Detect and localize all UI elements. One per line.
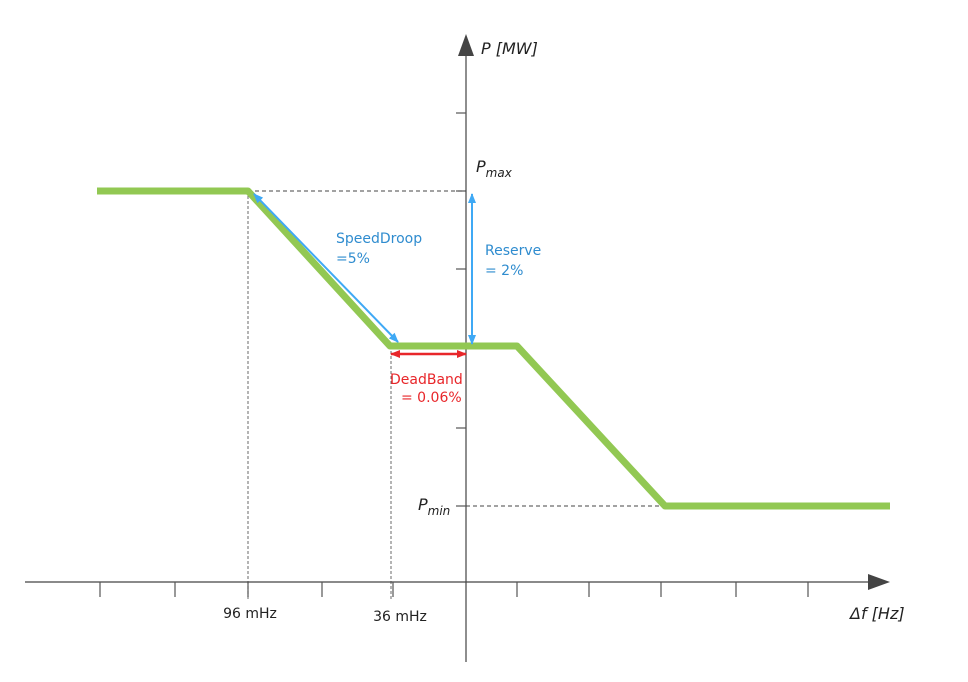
subscript: max [486, 166, 513, 180]
x-mark-label: 36 mHz [373, 609, 427, 625]
droop-value: =5% [336, 251, 370, 267]
pmin-label: Pmin [418, 495, 450, 518]
x-arrow [868, 574, 890, 590]
droop-curve [97, 187, 890, 510]
pmax-label: Pmax [476, 157, 513, 180]
reserve-name: Reserve [485, 243, 541, 259]
symbol: P [476, 157, 486, 176]
droop-name: SpeedDroop [336, 231, 422, 247]
guides [247, 190, 665, 600]
x-axis-label: Δf [Hz] [848, 604, 905, 623]
reserve-value: = 2% [485, 263, 523, 279]
y-axis-label: P [MW] [481, 39, 538, 58]
subscript: min [428, 504, 451, 518]
y-arrow [458, 34, 474, 56]
x-ticks [99, 582, 809, 597]
droop-arrow [253, 193, 399, 343]
y-ticks [456, 112, 466, 507]
x-mark-label: 96 mHz [223, 606, 277, 622]
deadband-value: = 0.06% [401, 390, 462, 406]
symbol: P [418, 495, 428, 514]
deadband-name: DeadBand [390, 372, 463, 388]
